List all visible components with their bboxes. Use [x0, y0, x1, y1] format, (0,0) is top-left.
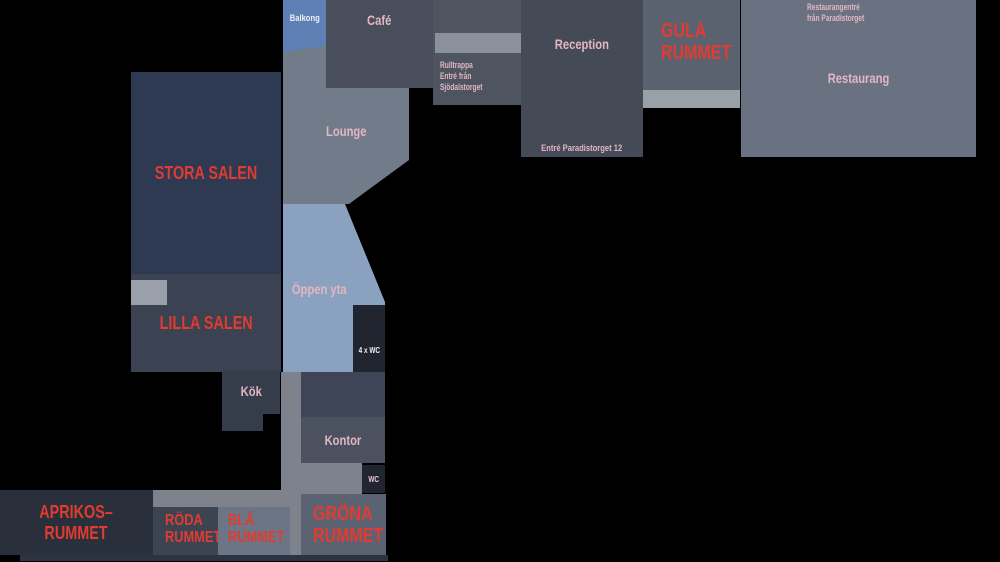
escalator-entrance-note: Rulltrappa Entré från Sjödalstorget — [440, 60, 483, 93]
room-cafe: Café — [326, 0, 433, 88]
room-label: APRIKOS– RUMMET — [39, 501, 114, 543]
room-stora-salen: STORA SALEN — [131, 72, 281, 274]
room-bla-rummet: BLÅ RUMMET — [218, 507, 290, 555]
room-label: STORA SALEN — [154, 162, 258, 183]
room-label: BLÅ RUMMET — [228, 512, 285, 546]
room-restaurang: Restaurangentré från Paradistorget Resta… — [741, 0, 976, 157]
room-aprikos-rummet: APRIKOS– RUMMET — [0, 490, 153, 555]
room-kok: Kök — [222, 371, 280, 431]
room-label: WC — [368, 474, 379, 484]
room-label: LILLA SALEN — [159, 312, 253, 333]
zone-escalator: Rulltrappa Entré från Sjödalstorget — [433, 0, 521, 105]
room-balkong: Balkong — [283, 0, 326, 52]
room-label: Reception — [554, 36, 610, 52]
room-label: 4 x WC — [358, 346, 380, 355]
room-reception: Reception Entré Paradistorget 12 — [521, 0, 643, 157]
room-label: GRÖNA RUMMET — [313, 503, 384, 547]
corridor — [153, 490, 301, 507]
room-roda-rummet: RÖDA RUMMET — [153, 507, 222, 555]
room-gula-rummet: GULA RUMMET — [643, 0, 740, 108]
room-label: Kök — [240, 383, 262, 399]
room-4xwc: 4 x WC — [353, 305, 385, 372]
room-label: Lounge — [325, 123, 367, 139]
wall-strip — [20, 555, 388, 561]
room-label: Restaurang — [827, 70, 890, 86]
room-label: Balkong — [289, 13, 320, 24]
door-opening — [643, 90, 740, 108]
door-opening — [131, 280, 167, 305]
room-grona-rummet: GRÖNA RUMMET — [301, 494, 386, 555]
corridor — [290, 507, 301, 555]
restaurant-entrance-note: Restaurangentré från Paradistorget — [807, 2, 865, 24]
entrance-note: Entré Paradistorget 12 — [541, 143, 623, 154]
room-label: Öppen yta — [291, 281, 347, 297]
room-unlabeled — [301, 372, 385, 417]
room-wc: WC — [362, 465, 385, 493]
room-label: GULA RUMMET — [661, 20, 732, 64]
corridor — [281, 372, 301, 507]
room-lilla-salen: LILLA SALEN — [131, 274, 281, 372]
corridor — [301, 463, 362, 494]
room-label: Kontor — [324, 432, 362, 448]
room-kontor: Kontor — [301, 417, 385, 463]
room-label: Café — [367, 12, 392, 28]
room-label: RÖDA RUMMET — [165, 512, 222, 546]
escalator-bar — [435, 33, 521, 53]
